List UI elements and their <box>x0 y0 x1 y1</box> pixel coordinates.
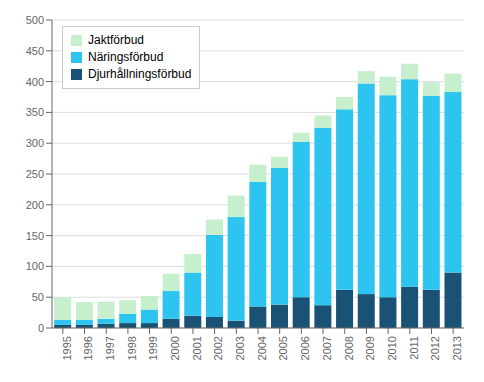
svg-text:2008: 2008 <box>343 336 355 360</box>
svg-text:1998: 1998 <box>126 336 138 360</box>
svg-text:50: 50 <box>32 291 44 303</box>
svg-text:2013: 2013 <box>451 336 463 360</box>
svg-text:100: 100 <box>26 260 44 272</box>
html-text:Jaktförbud: Jaktförbud <box>88 33 144 47</box>
svg-text:2004: 2004 <box>256 336 268 360</box>
svg-text:500: 500 <box>26 14 44 26</box>
svg-text:1996: 1996 <box>82 336 94 360</box>
svg-text:2011: 2011 <box>408 336 420 360</box>
html-text:Näringsförbud: Näringsförbud <box>88 50 164 64</box>
svg-text:450: 450 <box>26 45 44 57</box>
svg-text:2006: 2006 <box>299 336 311 360</box>
svg-text:2002: 2002 <box>212 336 224 360</box>
svg-text:2012: 2012 <box>429 336 441 360</box>
svg-text:2005: 2005 <box>277 336 289 360</box>
svg-text:2007: 2007 <box>321 336 333 360</box>
svg-text:1999: 1999 <box>147 336 159 360</box>
svg-text:0: 0 <box>38 322 44 334</box>
svg-text:2001: 2001 <box>191 336 203 360</box>
svg-text:1997: 1997 <box>104 336 116 360</box>
svg-text:2003: 2003 <box>234 336 246 360</box>
svg-text:300: 300 <box>26 137 44 149</box>
svg-text:1995: 1995 <box>61 336 73 360</box>
svg-text:250: 250 <box>26 168 44 180</box>
svg-text:2009: 2009 <box>364 336 376 360</box>
html-text:Djurhållningsförbud: Djurhållningsförbud <box>88 67 192 81</box>
svg-text:150: 150 <box>26 230 44 242</box>
svg-text:2000: 2000 <box>169 336 181 360</box>
svg-text:350: 350 <box>26 106 44 118</box>
svg-text:2010: 2010 <box>386 336 398 360</box>
svg-text:400: 400 <box>26 76 44 88</box>
svg-text:200: 200 <box>26 199 44 211</box>
